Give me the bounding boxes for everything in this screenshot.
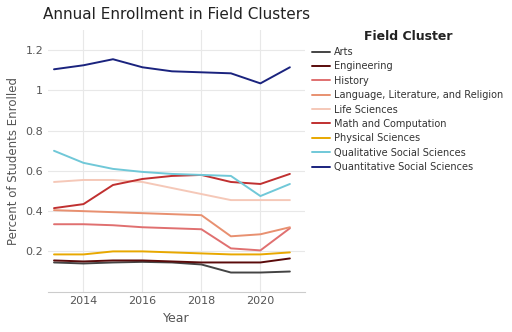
History xyxy=(287,226,293,230)
History xyxy=(139,225,145,229)
Language, Literature, and Religion xyxy=(198,213,204,217)
Line: Engineering: Engineering xyxy=(54,258,290,263)
Qualitative Social Sciences xyxy=(228,174,234,178)
Physical Sciences xyxy=(110,249,116,253)
Line: Physical Sciences: Physical Sciences xyxy=(54,251,290,254)
Engineering xyxy=(228,261,234,265)
Quantitative Social Sciences xyxy=(139,65,145,69)
Arts xyxy=(80,262,87,266)
History xyxy=(228,246,234,250)
Life Sciences xyxy=(228,198,234,202)
Math and Computation xyxy=(110,183,116,187)
History xyxy=(51,222,57,226)
Engineering xyxy=(198,261,204,265)
Engineering xyxy=(139,258,145,262)
Line: Language, Literature, and Religion: Language, Literature, and Religion xyxy=(54,210,290,236)
Life Sciences xyxy=(198,192,204,196)
Physical Sciences xyxy=(198,251,204,255)
Line: History: History xyxy=(54,224,290,250)
History xyxy=(198,227,204,231)
Qualitative Social Sciences xyxy=(198,173,204,177)
Language, Literature, and Religion xyxy=(258,232,264,236)
Life Sciences xyxy=(51,180,57,184)
Physical Sciences xyxy=(139,249,145,253)
Language, Literature, and Religion xyxy=(110,210,116,214)
Math and Computation xyxy=(139,177,145,181)
Physical Sciences xyxy=(258,252,264,256)
Life Sciences xyxy=(287,198,293,202)
Engineering xyxy=(169,260,175,264)
Math and Computation xyxy=(228,180,234,184)
Physical Sciences xyxy=(80,252,87,256)
Math and Computation xyxy=(287,172,293,176)
Quantitative Social Sciences xyxy=(80,63,87,67)
Line: Quantitative Social Sciences: Quantitative Social Sciences xyxy=(54,59,290,83)
Language, Literature, and Religion xyxy=(80,209,87,213)
Life Sciences xyxy=(258,198,264,202)
Qualitative Social Sciences xyxy=(51,149,57,153)
Language, Literature, and Religion xyxy=(228,234,234,238)
Quantitative Social Sciences xyxy=(258,81,264,85)
History xyxy=(258,248,264,252)
Physical Sciences xyxy=(287,250,293,254)
Engineering xyxy=(51,258,57,262)
Quantitative Social Sciences xyxy=(228,71,234,75)
Quantitative Social Sciences xyxy=(287,65,293,69)
Title: Annual Enrollment in Field Clusters: Annual Enrollment in Field Clusters xyxy=(43,7,310,22)
Life Sciences xyxy=(110,178,116,182)
Math and Computation xyxy=(258,182,264,186)
Arts xyxy=(228,271,234,275)
Qualitative Social Sciences xyxy=(169,172,175,176)
Qualitative Social Sciences xyxy=(139,170,145,174)
Quantitative Social Sciences xyxy=(51,67,57,71)
Physical Sciences xyxy=(169,250,175,254)
History xyxy=(80,222,87,226)
Arts xyxy=(139,260,145,264)
Qualitative Social Sciences xyxy=(110,167,116,171)
Legend: Arts, Engineering, History, Language, Literature, and Religion, Life Sciences, M: Arts, Engineering, History, Language, Li… xyxy=(312,30,504,172)
Life Sciences xyxy=(139,180,145,184)
Qualitative Social Sciences xyxy=(80,161,87,165)
Language, Literature, and Religion xyxy=(51,208,57,212)
Qualitative Social Sciences xyxy=(258,194,264,198)
Physical Sciences xyxy=(228,252,234,256)
Arts xyxy=(169,261,175,265)
Engineering xyxy=(80,260,87,264)
History xyxy=(110,223,116,227)
Engineering xyxy=(258,261,264,265)
Arts xyxy=(287,270,293,274)
Line: Math and Computation: Math and Computation xyxy=(54,174,290,208)
Language, Literature, and Religion xyxy=(287,225,293,229)
Quantitative Social Sciences xyxy=(169,69,175,73)
Physical Sciences xyxy=(51,252,57,256)
Arts xyxy=(110,261,116,265)
Math and Computation xyxy=(51,206,57,210)
Line: Life Sciences: Life Sciences xyxy=(54,180,290,200)
Arts xyxy=(51,261,57,265)
Life Sciences xyxy=(169,186,175,190)
Math and Computation xyxy=(80,202,87,206)
Arts xyxy=(198,263,204,267)
Engineering xyxy=(287,256,293,260)
Quantitative Social Sciences xyxy=(198,70,204,74)
Line: Qualitative Social Sciences: Qualitative Social Sciences xyxy=(54,151,290,196)
History xyxy=(169,226,175,230)
Engineering xyxy=(110,258,116,262)
Quantitative Social Sciences xyxy=(110,57,116,61)
Language, Literature, and Religion xyxy=(169,212,175,216)
Arts xyxy=(258,271,264,275)
Language, Literature, and Religion xyxy=(139,211,145,215)
Y-axis label: Percent of Students Enrolled: Percent of Students Enrolled xyxy=(7,77,20,245)
Line: Arts: Arts xyxy=(54,262,290,273)
Life Sciences xyxy=(80,178,87,182)
Qualitative Social Sciences xyxy=(287,182,293,186)
Math and Computation xyxy=(198,173,204,177)
Math and Computation xyxy=(169,174,175,178)
X-axis label: Year: Year xyxy=(163,312,189,325)
